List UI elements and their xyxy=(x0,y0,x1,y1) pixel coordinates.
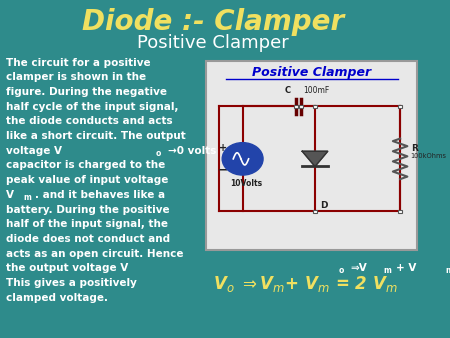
Text: V: V xyxy=(6,190,14,200)
Text: Positive Clamper: Positive Clamper xyxy=(137,34,289,52)
Text: Positive Clamper: Positive Clamper xyxy=(252,66,371,79)
Bar xyxy=(294,105,298,108)
Text: R: R xyxy=(411,144,418,153)
Text: the output voltage V: the output voltage V xyxy=(6,263,129,273)
Text: −: − xyxy=(217,163,228,176)
Text: clamped voltage.: clamped voltage. xyxy=(6,293,108,303)
Text: D: D xyxy=(320,201,328,210)
Circle shape xyxy=(222,143,263,175)
Text: m: m xyxy=(23,193,31,202)
Text: →0 volts  . The: →0 volts . The xyxy=(168,146,253,156)
Text: m: m xyxy=(384,266,392,275)
Text: half cycle of the input signal,: half cycle of the input signal, xyxy=(6,102,179,112)
Text: 100kOhms: 100kOhms xyxy=(411,153,447,159)
Text: acts as an open circuit. Hence: acts as an open circuit. Hence xyxy=(6,249,184,259)
FancyBboxPatch shape xyxy=(207,61,417,250)
Text: o: o xyxy=(338,266,344,275)
Text: voltage V: voltage V xyxy=(6,146,63,156)
Text: o: o xyxy=(156,149,161,158)
Text: battery. During the positive: battery. During the positive xyxy=(6,204,170,215)
Text: The circuit for a positive: The circuit for a positive xyxy=(6,57,151,68)
Text: ⇒V: ⇒V xyxy=(351,263,367,273)
Text: 10Volts: 10Volts xyxy=(230,179,262,188)
Text: peak value of input voltage: peak value of input voltage xyxy=(6,175,169,185)
Text: This gives a positively: This gives a positively xyxy=(6,278,137,288)
Bar xyxy=(398,105,402,108)
Text: +: + xyxy=(219,143,227,153)
Text: capacitor is charged to the: capacitor is charged to the xyxy=(6,161,166,170)
Text: V$_o$ $\Rightarrow$V$_m$+ V$_m$ = 2 V$_m$: V$_o$ $\Rightarrow$V$_m$+ V$_m$ = 2 V$_m… xyxy=(213,274,398,294)
Bar xyxy=(398,210,402,213)
Text: C: C xyxy=(285,86,291,95)
Bar xyxy=(299,105,303,108)
Text: + V: + V xyxy=(396,263,416,273)
Text: figure. During the negative: figure. During the negative xyxy=(6,87,167,97)
Bar xyxy=(313,105,317,108)
Bar xyxy=(313,210,317,213)
Polygon shape xyxy=(302,151,328,166)
Text: diode does not conduct and: diode does not conduct and xyxy=(6,234,171,244)
Text: the diode conducts and acts: the diode conducts and acts xyxy=(6,116,173,126)
Text: . and it behaves like a: . and it behaves like a xyxy=(35,190,165,200)
Text: like a short circuit. The output: like a short circuit. The output xyxy=(6,131,186,141)
Text: half of the input signal, the: half of the input signal, the xyxy=(6,219,168,229)
Text: 100mF: 100mF xyxy=(303,86,329,95)
Text: m: m xyxy=(446,266,450,275)
Text: clamper is shown in the: clamper is shown in the xyxy=(6,72,147,82)
Text: Diode :- Clamper: Diode :- Clamper xyxy=(82,8,344,36)
